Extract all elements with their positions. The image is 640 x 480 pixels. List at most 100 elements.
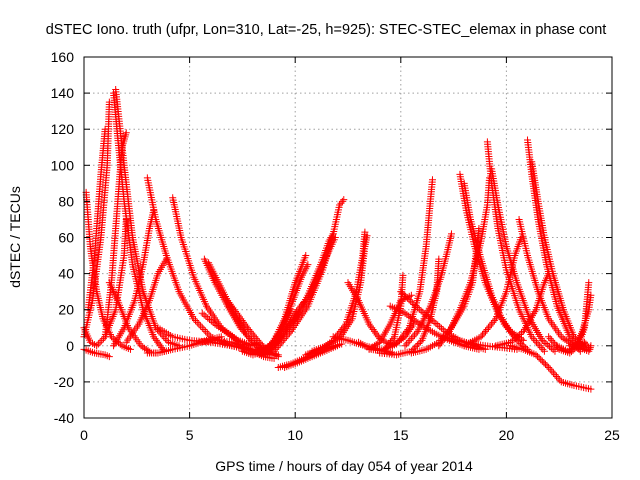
data-point: [287, 306, 295, 314]
data-point: [98, 336, 106, 344]
data-point: [225, 298, 233, 306]
data-point: [415, 339, 423, 347]
data-point: [587, 385, 595, 393]
data-point: [239, 318, 247, 326]
data-point: [244, 333, 252, 341]
data-point: [394, 338, 402, 346]
data-point: [406, 336, 414, 344]
data-point: [400, 331, 408, 339]
y-tick-label: -20: [54, 374, 74, 390]
data-point: [534, 352, 542, 360]
data-point: [249, 331, 257, 339]
x-tick-label: 5: [186, 427, 194, 443]
data-point: [365, 320, 373, 328]
data-point: [546, 365, 554, 373]
data-point: [549, 369, 557, 377]
data-track: [365, 291, 415, 353]
data-point: [217, 333, 225, 341]
data-point: [279, 336, 287, 344]
data-point: [542, 339, 550, 347]
data-point: [158, 344, 166, 352]
data-track: [566, 338, 595, 353]
data-point: [397, 288, 405, 296]
data-point: [209, 319, 217, 327]
data-point: [162, 255, 170, 263]
data-point: [251, 333, 259, 341]
data-point: [410, 344, 418, 352]
data-point: [243, 331, 251, 339]
data-point: [502, 322, 510, 330]
data-point: [272, 345, 280, 353]
data-point: [243, 324, 251, 332]
data-point: [99, 335, 107, 343]
data-point: [226, 300, 234, 308]
x-tick-label: 25: [604, 427, 620, 443]
data-point: [251, 340, 259, 348]
data-point: [517, 234, 525, 241]
data-point: [559, 334, 567, 342]
data-track: [380, 176, 436, 353]
data-point: [407, 297, 415, 305]
data-point: [586, 345, 594, 353]
data-point: [546, 335, 554, 343]
data-track: [460, 234, 525, 350]
data-point: [404, 326, 412, 334]
data-point: [252, 335, 260, 343]
x-tick-labels: 0 5 10 15 20 25: [80, 427, 620, 443]
y-tick-labels: -40 -20 0 20 40 60 80 100 120 140 160: [51, 49, 75, 426]
y-tick-label: 120: [51, 121, 75, 137]
x-tick-label: 10: [287, 427, 303, 443]
data-point: [105, 353, 113, 361]
data-track: [401, 230, 455, 350]
data-point: [479, 331, 487, 339]
data-point: [152, 336, 160, 344]
data-point: [536, 342, 544, 350]
data-point: [369, 343, 377, 351]
y-tick-label: 160: [51, 49, 75, 65]
data-point: [437, 324, 445, 332]
data-point: [340, 196, 348, 204]
data-point: [407, 291, 415, 299]
data-point: [190, 315, 198, 323]
data-point: [544, 341, 552, 349]
data-point: [246, 327, 254, 335]
data-point: [245, 326, 253, 334]
data-point: [531, 336, 539, 344]
data-point: [235, 313, 243, 321]
data-point: [538, 357, 546, 365]
x-tick-label: 20: [499, 427, 515, 443]
data-track: [80, 345, 113, 361]
data-point: [202, 312, 210, 320]
data-point: [230, 306, 238, 314]
data-point: [242, 322, 250, 330]
y-tick-label: 40: [58, 266, 74, 282]
data-point: [416, 338, 424, 346]
data-point: [512, 334, 520, 342]
data-track: [80, 215, 130, 350]
data-point: [428, 176, 436, 184]
y-tick-label: 0: [66, 338, 74, 354]
data-point: [193, 318, 201, 326]
data-point: [400, 291, 408, 299]
y-tick-label: 140: [51, 85, 75, 101]
data-point: [338, 197, 346, 205]
x-tick-label: 15: [393, 427, 409, 443]
data-point: [197, 322, 205, 330]
data-point: [373, 331, 381, 339]
data-point: [107, 333, 115, 341]
data-point: [246, 335, 254, 343]
data-point: [333, 342, 341, 350]
data-point: [434, 321, 442, 329]
data-point: [252, 342, 260, 350]
data-point: [528, 333, 536, 341]
data-point: [516, 339, 524, 347]
data-point: [233, 309, 241, 317]
data-point: [435, 255, 443, 263]
data-point: [432, 319, 440, 327]
data-point: [505, 326, 513, 334]
data-point: [481, 327, 489, 335]
data-point: [551, 347, 559, 355]
data-point: [399, 271, 407, 279]
data-point: [96, 338, 104, 346]
